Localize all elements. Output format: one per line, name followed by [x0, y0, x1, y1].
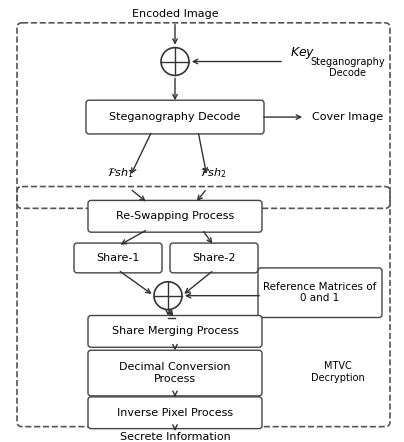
Text: Cover Image: Cover Image [312, 112, 383, 122]
Text: Share-1: Share-1 [96, 253, 140, 263]
Text: Secrete Information: Secrete Information [120, 431, 230, 442]
FancyBboxPatch shape [88, 200, 262, 232]
FancyBboxPatch shape [86, 100, 264, 134]
Text: MTVC
Decryption: MTVC Decryption [311, 361, 365, 383]
FancyBboxPatch shape [88, 350, 262, 396]
Text: $\mathcal{F}sh_1$: $\mathcal{F}sh_1$ [107, 166, 133, 179]
Text: Inverse Pixel Process: Inverse Pixel Process [117, 408, 233, 418]
FancyBboxPatch shape [258, 268, 382, 317]
Text: Steganography Decode: Steganography Decode [109, 112, 241, 122]
Text: $\mathit{Key}$: $\mathit{Key}$ [290, 45, 316, 61]
FancyBboxPatch shape [170, 243, 258, 273]
Text: Decimal Conversion
Process: Decimal Conversion Process [119, 362, 231, 384]
Text: Share-2: Share-2 [192, 253, 236, 263]
FancyBboxPatch shape [88, 316, 262, 347]
Text: Reference Matrices of
0 and 1: Reference Matrices of 0 and 1 [263, 282, 377, 304]
Text: Encoded Image: Encoded Image [132, 9, 218, 19]
Ellipse shape [161, 48, 189, 76]
Text: $\mathcal{F}sh_2$: $\mathcal{F}sh_2$ [200, 166, 226, 179]
Text: Share Merging Process: Share Merging Process [112, 326, 238, 336]
Ellipse shape [154, 282, 182, 309]
FancyBboxPatch shape [74, 243, 162, 273]
Text: Re-Swapping Process: Re-Swapping Process [116, 211, 234, 221]
Text: Steganography
Decode: Steganography Decode [311, 57, 385, 78]
FancyBboxPatch shape [88, 397, 262, 429]
